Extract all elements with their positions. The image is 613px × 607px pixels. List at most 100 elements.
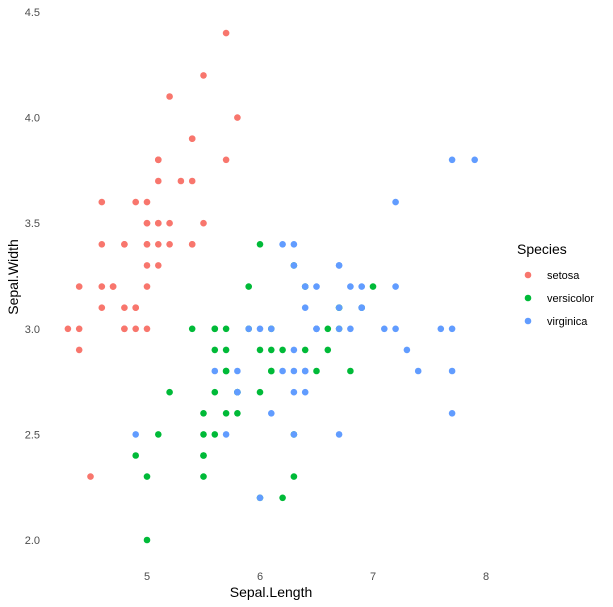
data-point-virginica bbox=[301, 388, 309, 396]
data-point-setosa bbox=[143, 283, 151, 290]
data-point-virginica bbox=[290, 367, 298, 375]
data-point-virginica bbox=[256, 494, 264, 502]
data-point-setosa bbox=[132, 325, 139, 333]
data-point-virginica bbox=[313, 325, 320, 333]
data-point-virginica bbox=[381, 325, 388, 333]
data-point-versicolor bbox=[245, 283, 252, 290]
data-point-setosa bbox=[143, 325, 151, 333]
data-point-virginica bbox=[358, 304, 366, 312]
data-point-setosa bbox=[75, 283, 83, 290]
data-point-versicolor bbox=[256, 388, 264, 396]
data-point-virginica bbox=[234, 388, 241, 396]
y-tick-label: 3.5 bbox=[25, 218, 40, 230]
data-point-virginica bbox=[279, 241, 286, 248]
legend-key-versicolor bbox=[524, 294, 532, 302]
data-point-setosa bbox=[75, 346, 83, 354]
y-axis-title: Sepal.Width bbox=[5, 239, 21, 314]
data-point-versicolor bbox=[301, 346, 309, 354]
data-point-virginica bbox=[392, 325, 399, 333]
data-point-setosa bbox=[75, 325, 83, 333]
data-point-virginica bbox=[245, 325, 252, 333]
data-point-setosa bbox=[188, 241, 196, 248]
data-point-setosa bbox=[166, 93, 173, 100]
data-point-versicolor bbox=[200, 473, 207, 480]
data-point-versicolor bbox=[143, 473, 151, 480]
data-point-versicolor bbox=[256, 346, 264, 354]
legend-title: Species bbox=[517, 241, 567, 257]
data-point-versicolor bbox=[369, 283, 377, 290]
legend-items: setosa versicolor virginica bbox=[524, 270, 594, 328]
x-axis-ticks: 5 6 7 8 bbox=[144, 571, 489, 583]
y-tick-label: 4.5 bbox=[25, 7, 40, 19]
data-point-setosa bbox=[121, 325, 128, 333]
data-point-setosa bbox=[222, 156, 230, 164]
data-point-virginica bbox=[335, 262, 343, 269]
data-point-virginica bbox=[448, 410, 456, 417]
data-point-versicolor bbox=[290, 473, 298, 480]
data-point-virginica bbox=[268, 410, 275, 417]
data-point-versicolor bbox=[222, 410, 230, 417]
data-point-virginica bbox=[301, 283, 309, 290]
data-point-virginica bbox=[403, 346, 411, 354]
x-tick-label: 6 bbox=[257, 571, 263, 583]
data-point-setosa bbox=[143, 219, 151, 227]
legend-label-setosa: setosa bbox=[547, 270, 580, 282]
data-point-setosa bbox=[87, 473, 94, 480]
x-axis-title: Sepal.Length bbox=[230, 584, 313, 600]
data-point-versicolor bbox=[166, 388, 173, 396]
data-point-setosa bbox=[155, 262, 162, 269]
data-point-virginica bbox=[279, 367, 286, 375]
data-point-setosa bbox=[155, 177, 162, 185]
data-point-versicolor bbox=[234, 410, 241, 417]
data-point-setosa bbox=[64, 325, 72, 333]
data-point-versicolor bbox=[200, 410, 207, 417]
data-point-setosa bbox=[143, 262, 151, 269]
data-point-virginica bbox=[313, 283, 320, 290]
data-point-setosa bbox=[188, 177, 196, 185]
data-point-virginica bbox=[290, 262, 298, 269]
data-point-setosa bbox=[222, 29, 230, 37]
data-point-setosa bbox=[200, 219, 207, 227]
data-point-setosa bbox=[155, 219, 162, 227]
plot-points bbox=[64, 29, 479, 544]
data-point-virginica bbox=[290, 241, 298, 248]
data-point-versicolor bbox=[211, 431, 219, 438]
data-point-virginica bbox=[448, 156, 456, 164]
data-point-virginica bbox=[222, 431, 230, 438]
data-point-virginica bbox=[448, 367, 456, 375]
data-point-setosa bbox=[188, 135, 196, 142]
data-point-versicolor bbox=[324, 346, 332, 354]
data-point-virginica bbox=[358, 283, 366, 290]
data-point-setosa bbox=[98, 304, 106, 312]
data-point-virginica bbox=[290, 346, 298, 354]
data-point-versicolor bbox=[279, 346, 286, 354]
data-point-virginica bbox=[301, 367, 309, 375]
data-point-virginica bbox=[256, 325, 264, 333]
x-tick-label: 7 bbox=[370, 571, 376, 583]
data-point-versicolor bbox=[211, 388, 219, 396]
data-point-setosa bbox=[121, 304, 128, 312]
data-point-setosa bbox=[177, 177, 185, 185]
data-point-versicolor bbox=[211, 325, 219, 333]
legend-label-versicolor: versicolor bbox=[547, 293, 594, 305]
data-point-setosa bbox=[166, 241, 173, 248]
data-point-virginica bbox=[392, 283, 399, 290]
data-point-versicolor bbox=[222, 325, 230, 333]
data-point-versicolor bbox=[313, 367, 320, 375]
legend: Species setosa versicolor virginica bbox=[517, 241, 594, 328]
data-point-versicolor bbox=[324, 325, 332, 333]
data-point-virginica bbox=[335, 325, 343, 333]
data-point-virginica bbox=[290, 431, 298, 438]
data-point-setosa bbox=[98, 198, 106, 206]
data-point-virginica bbox=[471, 156, 479, 164]
data-point-versicolor bbox=[188, 325, 196, 333]
data-point-setosa bbox=[155, 241, 162, 248]
data-point-setosa bbox=[98, 283, 106, 290]
data-point-versicolor bbox=[222, 346, 230, 354]
data-point-virginica bbox=[335, 304, 343, 312]
data-point-virginica bbox=[448, 325, 456, 333]
legend-key-virginica bbox=[524, 317, 532, 325]
data-point-virginica bbox=[347, 325, 354, 333]
y-tick-label: 3.0 bbox=[25, 324, 40, 336]
data-point-virginica bbox=[437, 325, 445, 333]
